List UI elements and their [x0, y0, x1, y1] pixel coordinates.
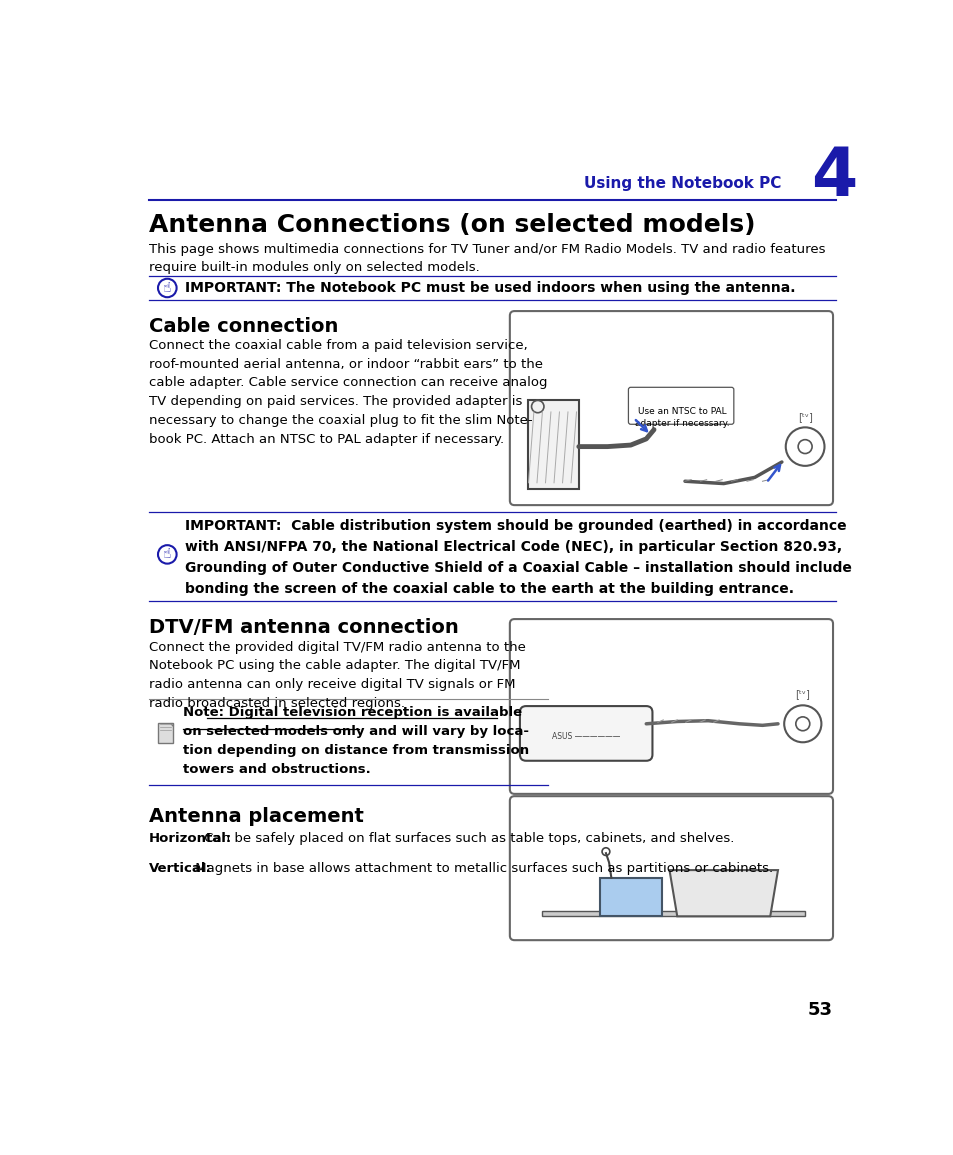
- FancyBboxPatch shape: [628, 387, 733, 424]
- Text: [ᵗᵛ]: [ᵗᵛ]: [797, 412, 812, 423]
- Text: 53: 53: [807, 1001, 832, 1019]
- Text: DTV/FM antenna connection: DTV/FM antenna connection: [149, 618, 458, 636]
- FancyBboxPatch shape: [509, 619, 832, 793]
- Text: IMPORTANT:  Cable distribution system should be grounded (earthed) in accordance: IMPORTANT: Cable distribution system sho…: [185, 519, 851, 596]
- FancyBboxPatch shape: [509, 796, 832, 940]
- Text: Use an NTSC to PAL
adapter if necessary.: Use an NTSC to PAL adapter if necessary.: [634, 408, 728, 429]
- Text: ☝: ☝: [163, 547, 172, 561]
- Text: Horizontal:: Horizontal:: [149, 832, 232, 844]
- Text: This page shows multimedia connections for TV Tuner and/or FM Radio Models. TV a: This page shows multimedia connections f…: [149, 243, 824, 274]
- Text: [ᵗᵛ]: [ᵗᵛ]: [795, 690, 809, 700]
- Text: ☝: ☝: [163, 281, 172, 295]
- Text: Using the Notebook PC: Using the Notebook PC: [584, 176, 781, 191]
- Text: 4: 4: [810, 144, 856, 210]
- Bar: [528, 401, 578, 489]
- FancyBboxPatch shape: [519, 706, 652, 761]
- Polygon shape: [669, 870, 778, 916]
- Text: Vertical:: Vertical:: [149, 863, 212, 875]
- Text: Connect the coaxial cable from a paid television service,
roof-mounted aerial an: Connect the coaxial cable from a paid te…: [149, 338, 547, 446]
- Text: Antenna Connections (on selected models): Antenna Connections (on selected models): [149, 213, 755, 237]
- Polygon shape: [599, 878, 661, 916]
- Text: Can be safely placed on flat surfaces such as table tops, cabinets, and shelves.: Can be safely placed on flat surfaces su…: [199, 832, 734, 844]
- Text: Note: Digital television reception is available
on selected models only and will: Note: Digital television reception is av…: [183, 706, 528, 776]
- Polygon shape: [171, 723, 173, 726]
- Text: Connect the provided digital TV/FM radio antenna to the
Notebook PC using the ca: Connect the provided digital TV/FM radio…: [149, 641, 525, 710]
- Bar: [158, 723, 173, 743]
- Text: Antenna placement: Antenna placement: [149, 807, 363, 826]
- Text: Magnets in base allows attachment to metallic surfaces such as partitions or cab: Magnets in base allows attachment to met…: [191, 863, 772, 875]
- Text: Cable connection: Cable connection: [149, 318, 337, 336]
- Text: ASUS ——————: ASUS ——————: [552, 732, 620, 742]
- FancyBboxPatch shape: [509, 311, 832, 505]
- Text: IMPORTANT: The Notebook PC must be used indoors when using the antenna.: IMPORTANT: The Notebook PC must be used …: [185, 281, 795, 295]
- Polygon shape: [541, 911, 804, 916]
